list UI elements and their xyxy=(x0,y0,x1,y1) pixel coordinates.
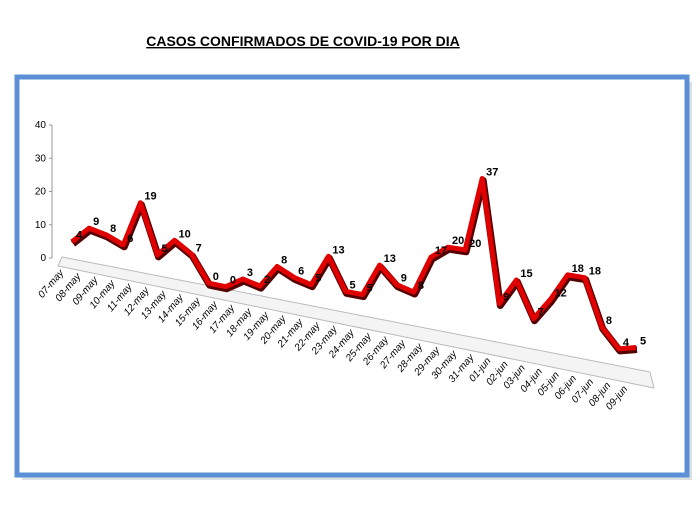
data-label: 5 xyxy=(315,273,321,285)
data-label: 7 xyxy=(196,242,202,254)
data-label: 6 xyxy=(127,233,133,245)
data-label: 9 xyxy=(503,291,509,303)
data-label: 0 xyxy=(230,275,236,287)
data-label: 15 xyxy=(520,268,532,280)
data-label: 3 xyxy=(247,267,253,279)
y-tick-label: 0 xyxy=(40,253,46,264)
data-label: 7 xyxy=(537,307,543,319)
data-label: 8 xyxy=(418,280,424,292)
data-label: 12 xyxy=(555,287,567,299)
data-label: 10 xyxy=(179,228,191,240)
data-line xyxy=(70,176,637,352)
data-label: 13 xyxy=(384,253,396,265)
chart-floor xyxy=(57,256,655,389)
y-tick-label: 40 xyxy=(35,120,47,131)
data-label: 5 xyxy=(367,283,373,295)
data-label: 5 xyxy=(161,243,167,255)
data-label: 9 xyxy=(401,273,407,285)
data-label: 5 xyxy=(640,336,646,348)
data-label: 9 xyxy=(93,216,99,228)
data-label: 0 xyxy=(213,271,219,283)
data-label: 2 xyxy=(264,274,270,286)
data-label: 13 xyxy=(332,244,344,256)
data-label: 18 xyxy=(589,266,601,278)
data-label: 19 xyxy=(144,191,156,203)
data-label: 20 xyxy=(469,238,481,250)
data-label: 17 xyxy=(435,245,447,257)
y-tick-label: 10 xyxy=(35,220,47,231)
data-label: 20 xyxy=(452,235,464,247)
data-label: 5 xyxy=(349,279,355,291)
data-label: 8 xyxy=(110,223,116,235)
data-label: 37 xyxy=(486,167,498,179)
data-label: 18 xyxy=(572,263,584,275)
chart-title: CASOS CONFIRMADOS DE COVID-19 POR DIA xyxy=(146,33,459,49)
y-tick-label: 30 xyxy=(35,153,47,164)
data-label: 4 xyxy=(623,337,630,349)
data-label: 8 xyxy=(281,255,287,267)
y-tick-label: 20 xyxy=(35,187,47,198)
data-label: 8 xyxy=(606,315,612,327)
data-label: 4 xyxy=(76,230,83,242)
data-label: 6 xyxy=(298,265,304,277)
